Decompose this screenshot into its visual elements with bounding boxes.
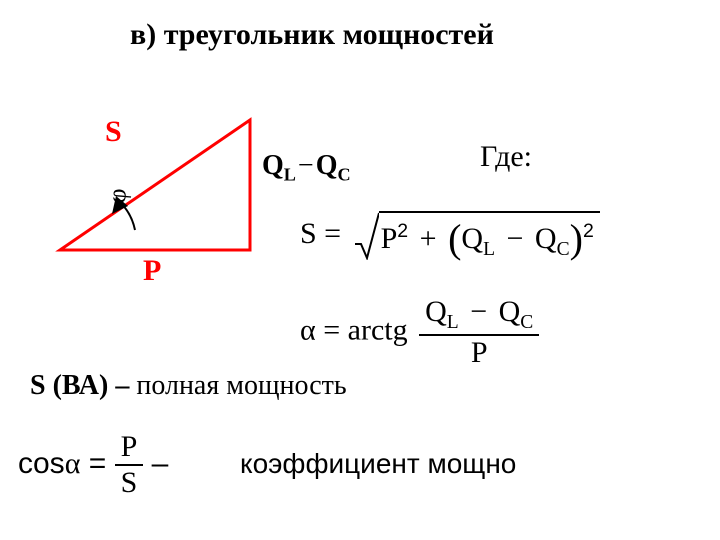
coef-label: коэффициент мощно xyxy=(240,448,516,480)
QC-sub: C xyxy=(338,165,351,185)
sqrt-body: P2 + (QL − QC)2 xyxy=(379,211,600,262)
alpha-den: P xyxy=(419,336,539,370)
formula-alpha: α = arctg QL − QC P xyxy=(300,295,539,370)
sqrt-symbol xyxy=(353,210,379,262)
QL2-sub: L xyxy=(483,239,495,260)
cos-text: cos xyxy=(18,447,65,480)
cos-num: P xyxy=(115,430,144,466)
QL-sub: L xyxy=(284,165,296,185)
alpha-lhs: α = arctg xyxy=(300,313,408,346)
P-base: P xyxy=(381,222,398,255)
num-QL-sub: L xyxy=(447,312,459,333)
label-P: P xyxy=(143,254,161,288)
cos-den: S xyxy=(115,466,144,500)
QC2: Q xyxy=(535,222,557,255)
label-phi: φ xyxy=(102,187,133,205)
QC2-sub: C xyxy=(557,239,570,260)
plus: + xyxy=(416,222,441,255)
QC-text: Q xyxy=(316,150,338,181)
minus2: − xyxy=(503,222,528,255)
full-power-prefix: S (ВА) – xyxy=(30,370,136,401)
QL-text: Q xyxy=(262,150,284,181)
QL2: Q xyxy=(461,222,483,255)
cos-dash: – xyxy=(152,447,169,480)
label-S: S xyxy=(105,115,122,149)
power-triangle xyxy=(20,30,300,290)
formula-cos: cosα = P S – xyxy=(18,430,168,500)
num-QL: Q xyxy=(425,295,447,328)
cos-eq: = xyxy=(80,447,114,480)
where-label: Где: xyxy=(480,140,532,174)
cos-alpha: α xyxy=(65,447,81,480)
paren-sup2: 2 xyxy=(583,220,594,242)
num-QC-sub: C xyxy=(520,312,533,333)
triangle-shape xyxy=(60,120,250,250)
full-power-rest: полная мощность xyxy=(136,370,346,401)
P-sup2: 2 xyxy=(397,220,408,242)
Q-minus: − xyxy=(296,150,316,181)
formula-S: S = P2 + (QL − QC)2 xyxy=(300,210,600,262)
rparen: ) xyxy=(570,216,583,261)
label-Q-side: QL−QC xyxy=(262,150,351,186)
alpha-num: QL − QC xyxy=(419,295,539,336)
S-lhs: S = xyxy=(300,217,341,250)
num-minus: − xyxy=(466,295,491,328)
num-QC: Q xyxy=(499,295,521,328)
line-full-power: S (ВА) – полная мощность xyxy=(30,370,347,402)
lparen: ( xyxy=(448,216,461,261)
